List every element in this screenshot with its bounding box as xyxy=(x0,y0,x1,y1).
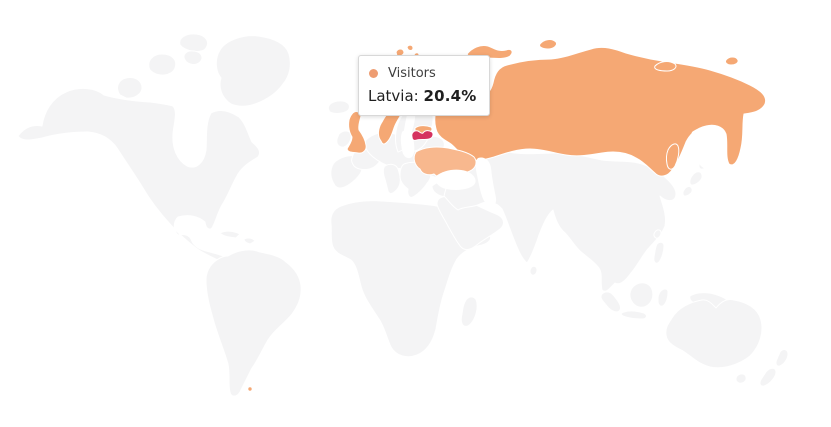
sea-bothnia xyxy=(403,110,416,139)
landmass-sri-lanka[interactable] xyxy=(529,265,538,276)
tooltip-series-label: Visitors xyxy=(388,66,436,81)
landmass-sumatra[interactable] xyxy=(600,291,621,313)
country-norway-svalbard-2[interactable] xyxy=(406,44,414,51)
map-tooltip: Visitors Latvia: 20.4% xyxy=(358,55,490,116)
landmass-new-zealand-south[interactable] xyxy=(759,367,777,387)
sea-caspian xyxy=(475,157,497,207)
country-latvia-active[interactable] xyxy=(411,130,434,141)
landmass-japan-south[interactable] xyxy=(682,186,693,197)
sea-overlays-east xyxy=(435,128,722,207)
tooltip-value: 20.4% xyxy=(423,87,477,105)
landmass-arctic-island-4[interactable] xyxy=(183,50,203,65)
country-united-kingdom[interactable] xyxy=(346,111,367,154)
landmass-layer xyxy=(17,33,789,397)
landmass-tasmania[interactable] xyxy=(735,373,747,384)
visitors-series-dot-icon xyxy=(369,69,378,78)
landmass-borneo[interactable] xyxy=(629,282,654,308)
landmass-ireland[interactable] xyxy=(336,130,352,148)
country-russia-new-siberian-islands[interactable] xyxy=(654,61,677,72)
landmass-asia[interactable] xyxy=(443,147,677,292)
sea-black xyxy=(435,169,476,190)
landmass-south-america[interactable] xyxy=(205,249,302,397)
sea-okhotsk xyxy=(690,128,722,170)
landmass-cuba[interactable] xyxy=(219,230,241,239)
tooltip-value-row: Latvia: 20.4% xyxy=(368,86,477,107)
landmass-java[interactable] xyxy=(620,310,647,320)
sea-baltic xyxy=(400,129,415,159)
highlight-layer xyxy=(247,39,767,392)
country-russia-severnaya-zemlya[interactable] xyxy=(539,39,557,50)
landmass-arctic-island-3[interactable] xyxy=(179,33,209,53)
landmass-arctic-island-1[interactable] xyxy=(117,77,143,99)
landmass-hispaniola[interactable] xyxy=(243,237,256,245)
tooltip-series-row: Visitors xyxy=(368,65,477,82)
landmass-north-america[interactable] xyxy=(17,87,261,264)
landmass-italy[interactable] xyxy=(382,163,401,195)
country-russia[interactable] xyxy=(434,46,767,177)
landmass-new-zealand-north[interactable] xyxy=(775,349,789,367)
landmass-greenland[interactable] xyxy=(215,35,291,107)
country-russia-wrangel-island[interactable] xyxy=(725,56,739,66)
country-russia-sakhalin[interactable] xyxy=(665,143,680,170)
landmass-taiwan[interactable] xyxy=(653,229,662,239)
landmass-australia[interactable] xyxy=(665,299,763,369)
landmass-philippines[interactable] xyxy=(653,241,665,264)
sea-overlays-west xyxy=(400,110,416,159)
landmass-madagascar[interactable] xyxy=(460,296,478,327)
landmass-iceland[interactable] xyxy=(327,100,350,114)
country-falkland-islands[interactable] xyxy=(247,386,253,392)
landmass-sulawesi[interactable] xyxy=(657,288,669,307)
landmass-arctic-island-2[interactable] xyxy=(148,53,177,76)
tooltip-country-label: Latvia: xyxy=(368,87,424,105)
landmass-japan-main[interactable] xyxy=(689,171,703,186)
